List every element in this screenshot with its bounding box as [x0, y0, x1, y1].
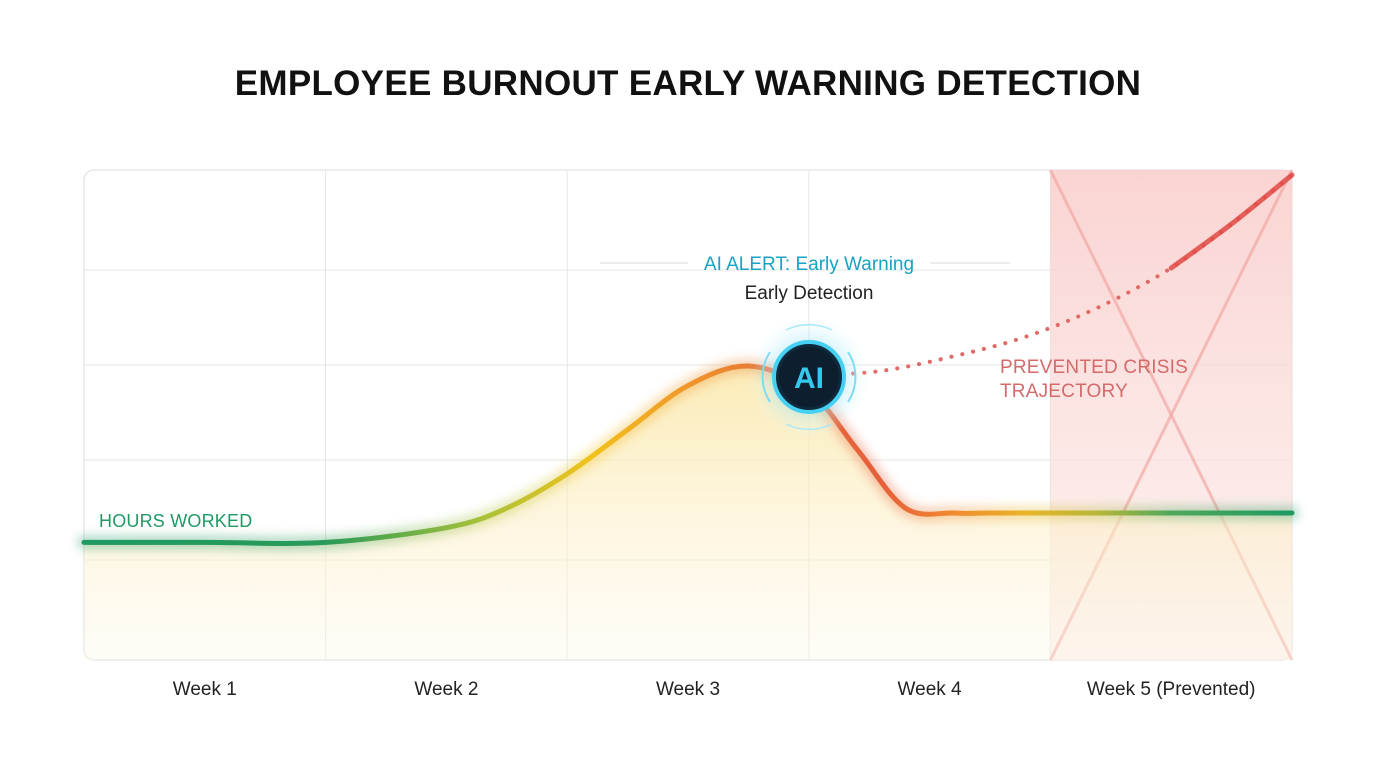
ai-ring-arc-right [847, 351, 857, 403]
series-label-hours-worked: HOURS WORKED [99, 511, 252, 531]
ai-ring-arc-bottom [785, 423, 833, 431]
x-tick-label-4: Week 4 [898, 679, 963, 700]
x-tick-label-2: Week 2 [414, 679, 478, 700]
crisis-label-line1: PREVENTED CRISIS [1000, 357, 1188, 378]
x-tick-label-5: Week 5 (Prevented) [1087, 679, 1256, 700]
series-layer [77, 172, 1299, 551]
crisis-trajectory-tail [1168, 172, 1295, 271]
ai-badge-core [779, 347, 839, 407]
annotations: AI ALERT: Early Warning Early Detection … [99, 254, 1188, 531]
ai-alert-label: AI ALERT: Early Warning [704, 254, 914, 275]
x-tick-label-1: Week 1 [173, 679, 237, 700]
crisis-trajectory-line [806, 172, 1294, 378]
ai-ring-arc-left [761, 351, 771, 403]
x-axis-ticks: Week 1 Week 2 Week 3 Week 4 Week 5 (Prevente… [173, 679, 1256, 700]
crisis-label-line2: TRAJECTORY [1000, 381, 1128, 402]
early-detection-label: Early Detection [745, 283, 874, 304]
ai-marker: AI [747, 315, 871, 439]
ai-badge-text: AI [794, 362, 824, 395]
ai-ring-arc-top [785, 323, 833, 331]
x-tick-label-3: Week 3 [656, 679, 720, 700]
hours-worked-area [84, 365, 1292, 660]
chart-title: EMPLOYEE BURNOUT EARLY WARNING DETECTION [234, 64, 1142, 103]
area-fill [84, 365, 1292, 660]
hours-worked-line [81, 363, 1295, 546]
